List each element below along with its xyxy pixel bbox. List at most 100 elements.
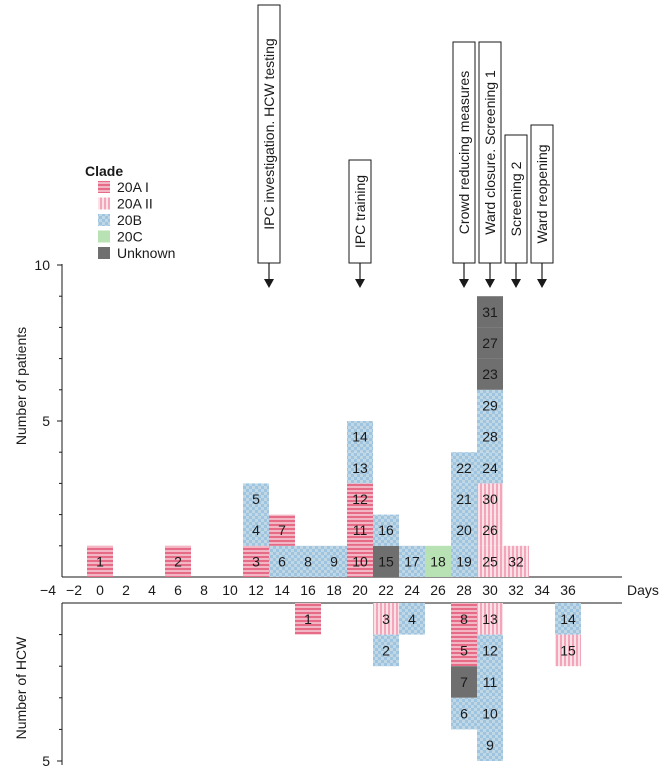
patient-case-14: 14 [347, 421, 373, 453]
patient-case-4: 4 [243, 514, 269, 546]
y-tick-label-top: 5 [42, 413, 50, 429]
hcw-case-15: 15 [555, 634, 581, 667]
case-id-label: 14 [560, 611, 576, 627]
annotation-arrow-head [355, 279, 365, 288]
case-cell [451, 697, 477, 730]
annotation-label: Crowd reducing measures [456, 71, 472, 234]
x-tick-label: 30 [482, 582, 498, 598]
case-id-label: 4 [408, 611, 416, 627]
legend-swatch [98, 197, 110, 210]
annotation-label: IPC investigation. HCW testing [261, 38, 277, 229]
patient-case-18: 18 [425, 545, 451, 577]
case-cell [477, 296, 503, 328]
patient-case-7: 7 [269, 514, 295, 546]
case-id-label: 30 [482, 491, 498, 507]
case-id-label: 1 [96, 553, 104, 569]
case-id-label: 15 [378, 553, 394, 569]
case-id-label: 27 [482, 335, 498, 351]
patient-case-26: 26 [477, 514, 503, 546]
case-cell [243, 483, 269, 515]
hcw-case-2: 2 [373, 634, 399, 667]
case-cell [477, 421, 503, 453]
x-tick-label: 28 [456, 582, 472, 598]
hcw-case-14: 14 [555, 603, 581, 635]
case-id-label: 17 [404, 553, 420, 569]
y-tick-label-bottom: 5 [42, 753, 50, 769]
patient-case-23: 23 [477, 358, 503, 390]
legend-label: 20A II [117, 196, 153, 212]
legend-label: 20A I [117, 179, 149, 195]
case-id-label: 10 [352, 553, 368, 569]
patient-case-13: 13 [347, 452, 373, 484]
annotation-marker: IPC training [348, 159, 372, 288]
legend-item: 20C [98, 229, 143, 245]
case-cell [477, 697, 503, 730]
case-id-label: 32 [508, 553, 524, 569]
case-cell [321, 545, 347, 577]
case-cell [373, 603, 399, 635]
x-tick-label: 0 [96, 582, 104, 598]
patient-case-28: 28 [477, 421, 503, 453]
case-cell [451, 603, 477, 635]
case-id-label: 8 [460, 611, 468, 627]
case-cell [477, 389, 503, 421]
patient-case-25: 25 [477, 545, 503, 577]
case-cell [477, 603, 503, 635]
annotation-label: IPC training [352, 175, 368, 248]
patient-case-3: 3 [243, 545, 269, 577]
legend-label: 20B [117, 212, 142, 228]
hcw-case-9: 9 [477, 729, 503, 761]
annotation-marker: IPC investigation. HCW testing [257, 4, 281, 288]
y-tick-label-top: 10 [34, 257, 50, 273]
case-cell [477, 545, 503, 577]
case-cell [451, 514, 477, 546]
patient-case-32: 32 [503, 545, 529, 577]
x-tick-label: −4 [40, 582, 56, 598]
patient-case-16: 16 [373, 514, 399, 546]
case-id-label: 2 [174, 553, 182, 569]
case-id-label: 9 [330, 553, 338, 569]
patient-case-8: 8 [295, 545, 321, 577]
case-cell [373, 634, 399, 667]
case-id-label: 24 [482, 460, 498, 476]
x-tick-label: −2 [66, 582, 82, 598]
case-cell [295, 603, 321, 635]
patient-case-20: 20 [451, 514, 477, 546]
case-cell [269, 514, 295, 546]
case-id-label: 26 [482, 522, 498, 538]
case-cell [243, 514, 269, 546]
case-id-label: 11 [483, 674, 498, 690]
case-id-label: 9 [486, 737, 494, 753]
legend-item: 20A II [98, 196, 153, 212]
case-id-label: 31 [482, 304, 498, 320]
patient-case-21: 21 [451, 483, 477, 515]
hcw-case-11: 11 [477, 666, 503, 698]
case-cell [165, 545, 191, 577]
case-id-label: 8 [304, 553, 312, 569]
annotation-arrow-head [264, 279, 274, 288]
legend-swatch [98, 214, 110, 226]
case-cell [477, 483, 503, 515]
case-cell [87, 545, 113, 577]
case-cell [477, 514, 503, 546]
case-id-label: 25 [482, 553, 498, 569]
case-id-label: 13 [482, 611, 498, 627]
annotation-marker: Ward closure. Screening 1 [478, 41, 502, 288]
annotation-marker: Screening 2 [504, 134, 528, 288]
patient-case-2: 2 [165, 545, 191, 577]
case-cell [373, 545, 399, 577]
annotation-arrow-head [459, 279, 469, 288]
case-cell [425, 545, 451, 577]
case-id-label: 19 [456, 553, 472, 569]
hcw-case-4: 4 [399, 603, 425, 635]
case-id-label: 7 [460, 674, 468, 690]
case-cell [477, 358, 503, 390]
legend-swatch [98, 230, 110, 243]
patient-case-22: 22 [451, 452, 477, 484]
case-cell [503, 545, 529, 577]
case-id-label: 1 [304, 611, 312, 627]
x-tick-label: 32 [508, 582, 524, 598]
case-id-label: 7 [278, 522, 286, 538]
patient-case-19: 19 [451, 545, 477, 577]
